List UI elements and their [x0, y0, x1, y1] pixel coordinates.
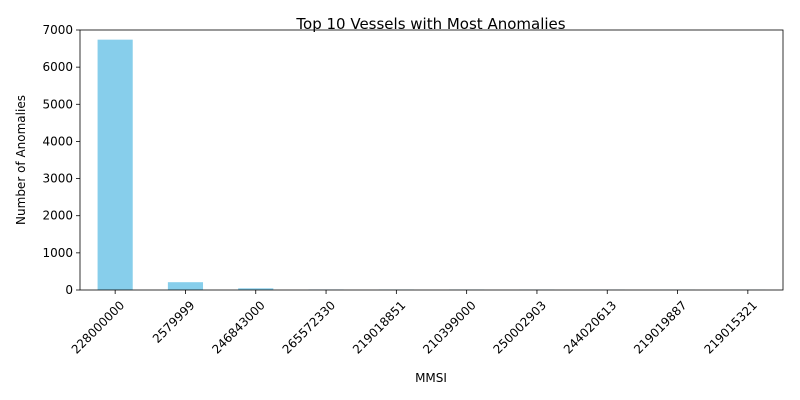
x-tick-label: 265572330: [280, 298, 338, 356]
bars: [97, 39, 766, 291]
x-axis: 228000000 2579999 246843000 265572330 219018…: [69, 290, 760, 357]
y-tick-label: 1000: [42, 246, 73, 260]
bar-228000000: [97, 39, 133, 291]
y-tick-label: 3000: [42, 172, 73, 186]
x-tick-label: 228000000: [69, 298, 127, 356]
x-axis-title: MMSI: [415, 371, 447, 385]
y-axis-title: Number of Anomalies: [14, 95, 28, 225]
chart-title: Top 10 Vessels with Most Anomalies: [295, 15, 565, 33]
x-tick-label: 219018851: [350, 298, 408, 356]
y-tick-label: 0: [65, 283, 73, 297]
bar-246843000: [238, 288, 274, 290]
x-tick-label: 210399000: [420, 298, 478, 356]
y-tick-label: 7000: [42, 23, 73, 37]
y-tick-label: 2000: [42, 209, 73, 223]
y-axis: 0 1000 2000 3000 4000 5000 6000 7000: [42, 23, 80, 297]
y-tick-label: 6000: [42, 60, 73, 74]
x-tick-label: 244020613: [561, 298, 619, 356]
x-tick-label: 250002903: [491, 298, 549, 356]
bar-2579999: [167, 282, 204, 290]
x-tick-label: 219019887: [631, 298, 689, 356]
x-tick-label: 219015321: [701, 298, 759, 356]
x-tick-label: 246843000: [209, 298, 267, 356]
x-tick-label: 2579999: [150, 298, 198, 346]
y-tick-label: 4000: [42, 134, 73, 148]
y-tick-label: 5000: [42, 97, 73, 111]
plot-frame: [79, 29, 784, 291]
